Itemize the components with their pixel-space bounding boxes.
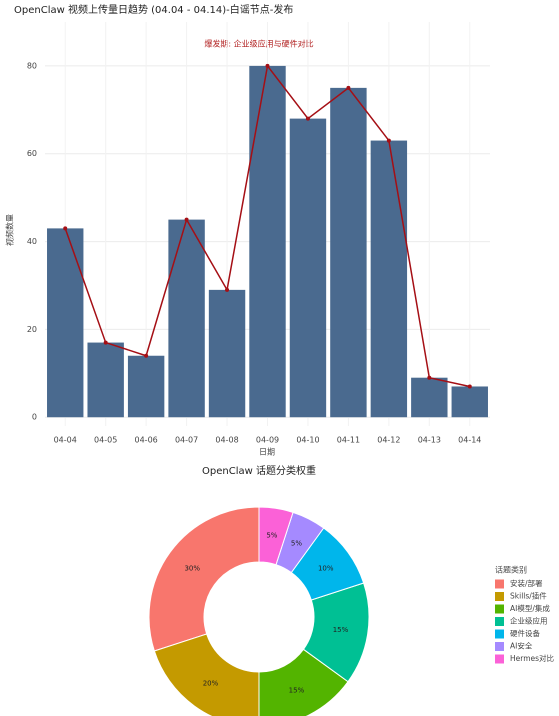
- x-tick-label: 04-13: [418, 436, 441, 445]
- x-axis-label: 日期: [259, 448, 275, 457]
- legend-swatch: [495, 629, 504, 639]
- bar: [411, 377, 448, 418]
- x-tick-label: 04-12: [377, 436, 400, 445]
- bar: [289, 118, 327, 418]
- y-tick-label: 0: [32, 413, 37, 422]
- y-tick-label: 20: [27, 325, 37, 334]
- x-tick-label: 04-10: [296, 436, 319, 445]
- bar: [370, 140, 408, 418]
- bar: [249, 65, 286, 418]
- slice-label: 5%: [291, 539, 302, 547]
- legend-title: 话题类别: [495, 565, 527, 575]
- bar: [127, 355, 165, 418]
- pie-slice: [153, 633, 260, 716]
- trend-point: [427, 375, 432, 380]
- y-tick-label: 60: [27, 149, 37, 158]
- trend-point: [63, 226, 68, 231]
- legend-swatch: [495, 604, 504, 614]
- chart-title: OpenClaw 话题分类权重: [202, 464, 316, 477]
- slice-label: 20%: [203, 680, 219, 688]
- trend-point: [144, 353, 149, 358]
- legend-swatch: [495, 617, 504, 626]
- bar: [330, 87, 367, 418]
- y-tick-label: 40: [27, 237, 37, 246]
- x-tick-label: 04-14: [458, 436, 481, 445]
- legend-label: Skills/插件: [510, 591, 547, 601]
- legend-label: 硬件设备: [510, 628, 540, 638]
- trend-point: [265, 63, 270, 68]
- slice-label: 15%: [289, 687, 305, 695]
- legend-label: AI模型/集成: [510, 603, 550, 613]
- legend-swatch: [495, 592, 504, 601]
- legend-swatch: [495, 654, 504, 664]
- trend-point: [103, 340, 108, 345]
- chart-title: OpenClaw 视频上传量日趋势 (04.04 - 04.14)-白谣节点-发…: [14, 3, 293, 16]
- pie-slice: [148, 506, 260, 652]
- bar: [208, 289, 246, 418]
- trend-point: [467, 384, 472, 389]
- trend-point: [225, 287, 230, 292]
- y-tick-label: 80: [27, 61, 37, 70]
- legend-swatch: [495, 579, 504, 589]
- x-tick-label: 04-09: [256, 436, 279, 445]
- x-tick-label: 04-07: [175, 436, 198, 445]
- x-tick-label: 04-05: [94, 436, 117, 445]
- legend-label: 安装/部署: [510, 578, 543, 588]
- x-tick-label: 04-11: [337, 436, 360, 445]
- bar: [451, 386, 488, 418]
- legend-label: 企业级应用: [510, 616, 548, 626]
- legend-label: AI安全: [510, 641, 533, 651]
- legend-swatch: [495, 642, 504, 651]
- pie-slice: [258, 506, 294, 566]
- slice-label: 10%: [318, 565, 334, 573]
- bar: [168, 219, 205, 418]
- x-tick-label: 04-04: [54, 436, 77, 445]
- legend-label: Hermes对比: [510, 653, 555, 663]
- trend-point: [386, 138, 391, 143]
- slice-label: 5%: [266, 532, 277, 540]
- bar: [87, 342, 124, 418]
- slice-label: 30%: [184, 565, 200, 573]
- annotation: 爆发期: 企业级应用与硬件对比: [204, 39, 313, 49]
- x-tick-label: 04-06: [135, 436, 158, 445]
- trend-point: [305, 116, 310, 121]
- slice-label: 15%: [333, 626, 349, 634]
- x-tick-label: 04-08: [215, 436, 238, 445]
- trend-point: [346, 85, 351, 90]
- bar: [47, 228, 84, 418]
- y-axis-label: 视频数量: [5, 214, 15, 246]
- trend-point: [184, 217, 189, 222]
